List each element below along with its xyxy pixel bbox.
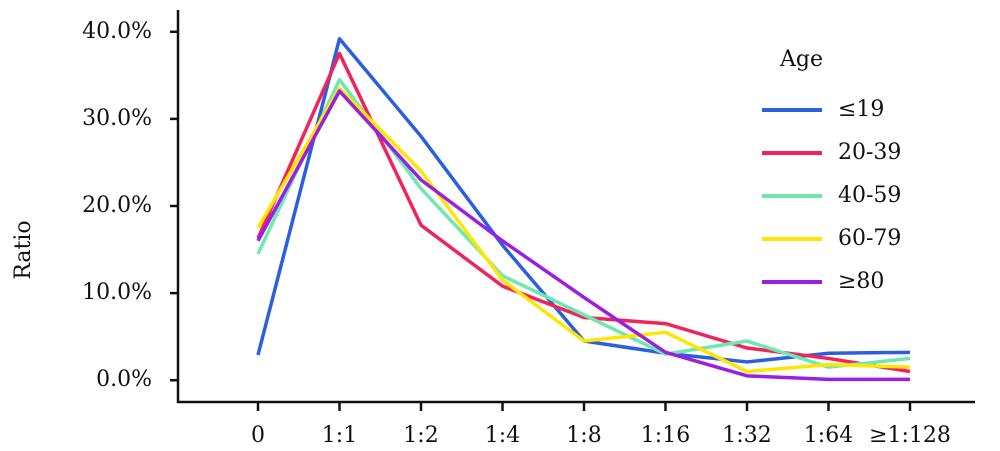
x-tick-label: 1:8 xyxy=(566,423,601,448)
x-tick-label: 1:16 xyxy=(641,423,690,448)
legend-label: 20-39 xyxy=(838,140,901,165)
x-tick-label: 0 xyxy=(251,423,265,448)
x-tick-label: 1:64 xyxy=(804,423,853,448)
series-line xyxy=(256,89,910,382)
y-axis-label: Ratio xyxy=(11,220,36,279)
x-tick-label: 1:4 xyxy=(485,423,520,448)
y-tick-label: 40.0% xyxy=(82,19,152,44)
y-tick-label: 30.0% xyxy=(82,106,152,131)
legend-title: Age xyxy=(779,47,823,72)
x-tick-label: 1:32 xyxy=(722,423,771,448)
legend-label: ≥80 xyxy=(838,269,884,294)
y-tick-label: 20.0% xyxy=(82,193,152,218)
y-tick-label: 10.0% xyxy=(82,280,152,305)
legend-label: 60-79 xyxy=(838,226,901,251)
x-tick-label: 1:1 xyxy=(322,423,357,448)
series-line xyxy=(256,51,911,374)
legend-label: ≤19 xyxy=(838,97,884,122)
x-tick-label: 1:2 xyxy=(403,423,438,448)
series-line xyxy=(256,86,911,374)
legend-label: 40-59 xyxy=(838,183,901,208)
x-tick-label: ≥1:128 xyxy=(869,423,951,448)
series-line xyxy=(256,77,911,369)
y-tick-label: 0.0% xyxy=(96,367,152,392)
